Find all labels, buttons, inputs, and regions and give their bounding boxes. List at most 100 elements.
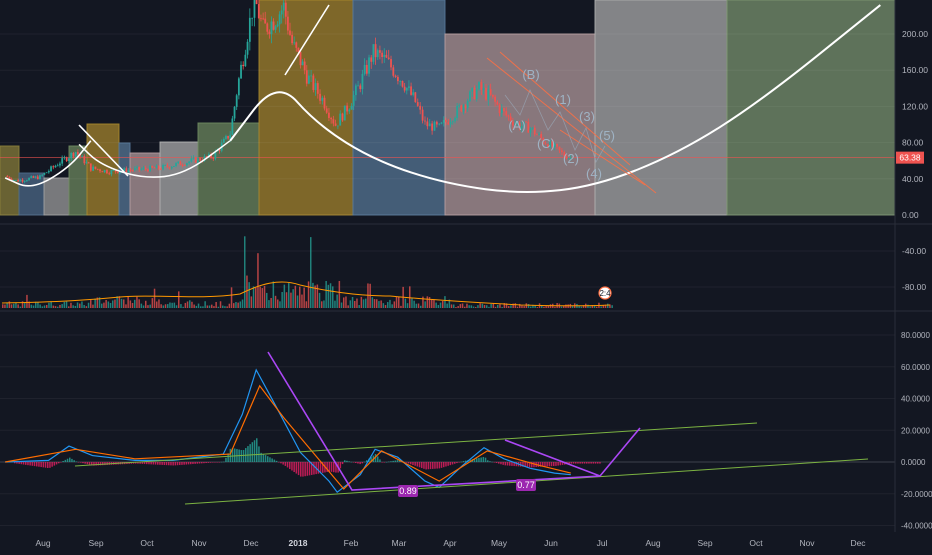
candle-body (164, 164, 167, 166)
volume-bar (307, 281, 310, 308)
histogram-bar (295, 462, 298, 474)
candle-body (464, 105, 467, 109)
histogram-bar (205, 462, 207, 464)
candle-body (487, 89, 490, 100)
histogram-bar (18, 462, 20, 464)
histogram-bar (399, 460, 401, 462)
histogram-bar (572, 462, 575, 464)
time-axis-tick: Dec (850, 538, 866, 548)
volume-bar (13, 303, 15, 308)
volume-bar (6, 302, 8, 308)
time-axis-tick: Dec (243, 538, 259, 548)
volume-bar (215, 301, 217, 308)
histogram-bar (36, 462, 38, 467)
volume-bar (4, 304, 6, 308)
volume-bar (492, 303, 495, 308)
candle-body (65, 157, 68, 162)
histogram-bar (225, 457, 227, 462)
volume-bar (327, 284, 330, 308)
candle-body (54, 165, 57, 168)
histogram-bar (269, 457, 271, 462)
candle-body (471, 87, 474, 92)
volume-bar (39, 304, 41, 308)
candle-body (433, 121, 436, 131)
histogram-bar (275, 460, 278, 462)
volume-bar (400, 305, 402, 308)
histogram-bar (513, 462, 515, 467)
candle-body (76, 152, 79, 155)
histogram-bar (515, 462, 518, 467)
histogram-bar (427, 462, 430, 470)
candle-body (125, 168, 128, 173)
candle-body (142, 167, 145, 169)
candle-body (341, 113, 344, 121)
histogram-bar (172, 462, 174, 466)
histogram-bar (379, 459, 381, 462)
volume-bar (206, 305, 209, 308)
histogram-bar (29, 462, 31, 466)
histogram-bar (489, 461, 491, 462)
histogram-bar (484, 457, 487, 462)
time-axis-tick: Apr (443, 538, 456, 548)
volume-bar (571, 305, 574, 308)
candle-body (569, 157, 572, 159)
volume-bar (475, 307, 477, 308)
histogram-bar (544, 462, 546, 467)
wave-path (504, 88, 606, 164)
histogram-bar (132, 462, 135, 464)
candle-body (401, 80, 404, 87)
histogram-bar (559, 462, 562, 466)
candle-body (428, 123, 431, 127)
candle-body (383, 54, 386, 57)
candle-body (87, 162, 90, 164)
candle-body (260, 18, 262, 20)
candle-body (447, 122, 450, 125)
volume-bar (354, 301, 356, 308)
histogram-bar (38, 462, 40, 467)
volume-bar (10, 304, 13, 308)
candle-body (551, 141, 554, 147)
histogram-bar (198, 462, 201, 464)
wave-label: (A) (508, 118, 525, 133)
candle-body (99, 169, 101, 172)
cup-curve-large (229, 4, 881, 193)
candle-body (403, 86, 406, 91)
last-price-tag (896, 151, 924, 164)
candle-body (144, 167, 147, 170)
histogram-bar (69, 457, 71, 462)
volume-bar (415, 303, 418, 308)
candle-body (159, 168, 162, 170)
candle-body (197, 158, 199, 163)
candle-body (253, 0, 256, 18)
candle-body (507, 115, 510, 117)
volume-bar (285, 292, 288, 308)
volume-bar (283, 284, 286, 308)
candle-body (307, 75, 310, 84)
histogram-bar (88, 462, 91, 465)
histogram-bar (154, 462, 157, 465)
candle-body (514, 123, 517, 126)
candle-body (529, 128, 532, 133)
volume-bar (323, 300, 325, 308)
candle-body (140, 168, 143, 170)
candle-body (231, 118, 234, 135)
histogram-bar (104, 462, 106, 466)
histogram-bar (473, 458, 476, 462)
candle-body (394, 75, 397, 77)
volume-bar (395, 296, 398, 308)
volume-bar (404, 298, 407, 308)
histogram-bar (170, 462, 172, 466)
candle-body (190, 158, 193, 162)
volume-bar (470, 305, 473, 308)
volume-bar (343, 297, 345, 308)
histogram-bar (388, 461, 390, 463)
oscillator-axis-tick: 80.0000 (901, 331, 930, 340)
volume-bar (125, 304, 127, 308)
volume-bar (325, 280, 327, 308)
candle-body (218, 149, 221, 151)
candle-body (538, 133, 540, 135)
volume-bar (578, 305, 580, 308)
candle-body (295, 42, 298, 48)
candle-body (431, 123, 434, 131)
